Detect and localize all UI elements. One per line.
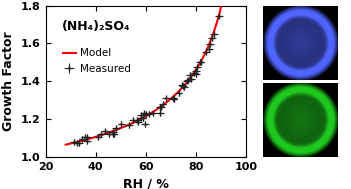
Model [173,94,178,96]
Model [64,144,68,146]
Model [214,22,219,24]
Model [170,96,174,99]
X-axis label: RH / %: RH / % [123,177,169,189]
Model [64,143,68,146]
Y-axis label: Growth Factor: Growth Factor [2,31,15,131]
Text: (NH₄)₂SO₄: (NH₄)₂SO₄ [62,20,130,33]
Model [170,97,174,99]
Line: Model: Model [66,0,245,145]
Legend: Model, Measured: Model, Measured [59,44,135,78]
